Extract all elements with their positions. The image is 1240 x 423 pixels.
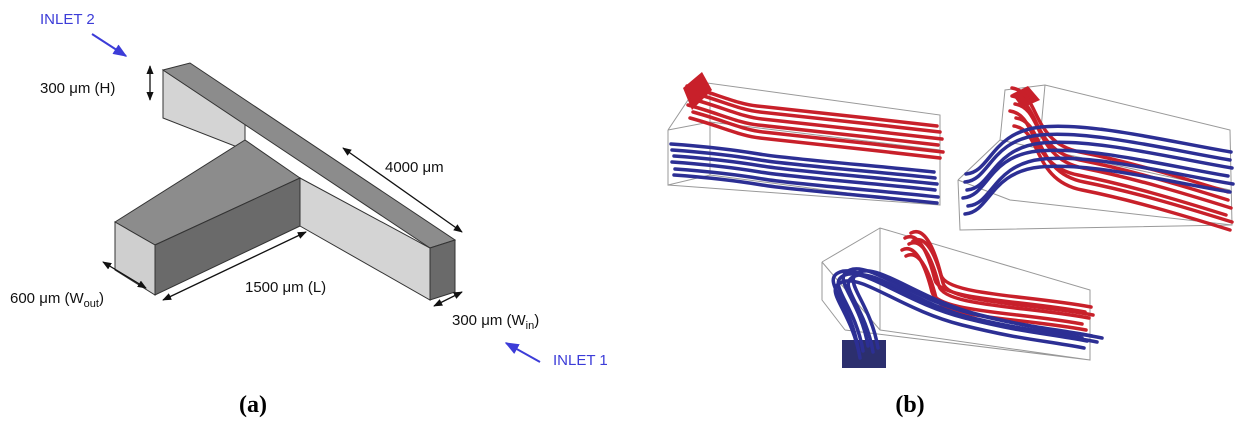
panel-caption: (b) (895, 392, 924, 418)
figure: INLET 2 300 μm (H) 4000 μm 600 μm (Wout)… (0, 0, 1240, 423)
inlet-label: INLET 1 (553, 352, 608, 369)
streamline-panel (668, 72, 943, 205)
t-channel (115, 63, 455, 300)
dimension-label: 1500 μm (L) (245, 279, 326, 296)
inlet-label: INLET 2 (40, 11, 95, 28)
streamline-panel (822, 228, 1102, 368)
panel-caption: (a) (239, 392, 267, 418)
dimension-label: 600 μm (Wout) (10, 290, 104, 310)
dimension-label: 300 μm (H) (40, 80, 115, 97)
dimension-label: 300 μm (Win) (452, 312, 539, 332)
page: INLET 2 300 μm (H) 4000 μm 600 μm (Wout)… (0, 0, 1240, 423)
streamline-panel (958, 85, 1233, 230)
dimension-label: 4000 μm (385, 159, 444, 176)
